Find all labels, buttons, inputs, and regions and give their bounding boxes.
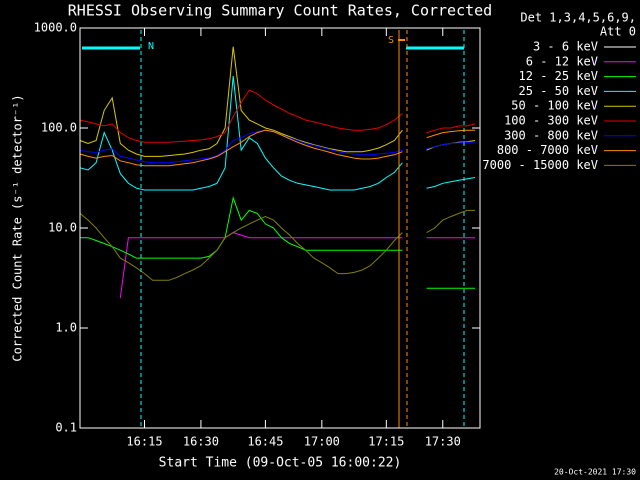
x-tick-label: 16:15: [126, 435, 162, 449]
series-line: [79, 129, 475, 164]
y-tick-label: 1.0: [55, 321, 77, 335]
x-axis-label: Start Time (09-Oct-05 16:00:22): [159, 456, 402, 471]
series-line: [79, 46, 476, 157]
series-line: [79, 129, 475, 167]
legend-label: 6 - 12 keV: [526, 54, 598, 68]
x-tick-label: 17:15: [368, 435, 404, 449]
series-line: [128, 262, 475, 329]
legend-label: 3 - 6 keV: [533, 40, 598, 54]
y-tick-label: 100.0: [41, 121, 77, 135]
footnote: 20-Oct-2021 17:30: [554, 468, 636, 477]
legend-label: 25 - 50 keV: [519, 84, 598, 98]
chart-title: RHESSI Observing Summary Count Rates, Co…: [68, 2, 492, 20]
flags: N S: [82, 30, 465, 428]
series-line: [79, 76, 476, 191]
annotation: S: [388, 35, 394, 46]
legend-title: Det 1,3,4,5,6,9,: [520, 11, 636, 25]
y-tick-label: 0.1: [55, 421, 77, 435]
x-tick-label: 16:30: [183, 435, 219, 449]
series-line: [80, 196, 475, 289]
legend-label: 300 - 800 keV: [504, 128, 598, 142]
x-tick-label: 17:30: [425, 435, 461, 449]
y-tick-label: 1000.0: [34, 21, 77, 35]
axis-frame: [79, 27, 481, 429]
legend-label: 7000 - 15000 keV: [482, 158, 598, 172]
legend-label: 100 - 300 keV: [504, 114, 598, 128]
y-axis-label: Corrected Count Rate (s⁻¹ detector⁻¹): [11, 94, 25, 361]
plot-area: [79, 46, 476, 329]
series-line: [119, 232, 475, 298]
y-tick-label: 10.0: [48, 221, 77, 235]
x-tick-label: 17:00: [304, 435, 340, 449]
legend-label: 12 - 25 keV: [519, 69, 598, 83]
legend-label: 800 - 7000 keV: [497, 143, 598, 157]
series-line: [79, 209, 475, 281]
legend-title: Att 0: [600, 25, 636, 39]
series-line: [79, 89, 476, 143]
legend-label: 50 - 100 keV: [511, 99, 598, 113]
annotation: N: [148, 41, 154, 52]
x-tick-label: 16:45: [247, 435, 283, 449]
